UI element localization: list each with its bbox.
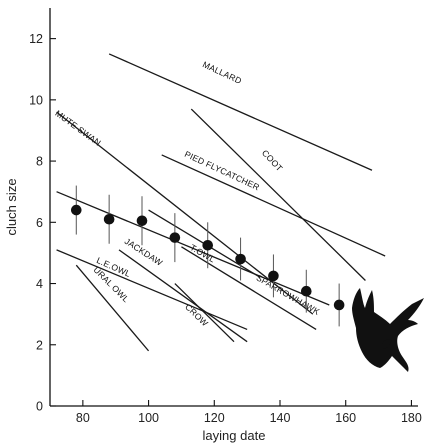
species-lines: [56, 53, 386, 352]
data-point: [136, 215, 148, 227]
x-tick-label: 120: [204, 411, 225, 425]
series-line-pied-flycatcher: [161, 154, 386, 257]
y-tick-label: 8: [36, 155, 43, 169]
series-line-ural-owl: [75, 264, 150, 352]
mean-points: [70, 204, 345, 311]
x-tick-label: 180: [401, 411, 422, 425]
y-tick-label: 2: [36, 338, 43, 352]
series-line-sparrowhawk: [181, 246, 317, 331]
line-label: COOT: [260, 148, 285, 174]
x-tick-label: 100: [138, 411, 159, 425]
data-point: [333, 299, 345, 311]
y-tick-label: 4: [36, 277, 43, 291]
line-label: JACKDAW: [123, 236, 165, 268]
line-label: MALLARD: [201, 59, 243, 86]
data-point: [300, 285, 312, 297]
series-line-l-e-owl: [56, 249, 248, 331]
y-tick-label: 6: [36, 216, 43, 230]
y-tick-label: 0: [36, 400, 43, 414]
x-tick-label: 80: [76, 411, 90, 425]
axes: 0 2 4 6 8 10 12 80 100 120 140 160 180: [29, 8, 422, 425]
x-tick-label: 160: [335, 411, 356, 425]
line-label: SPARROWHAWK: [255, 273, 322, 317]
series-line-mallard: [108, 53, 373, 171]
data-point: [268, 270, 279, 282]
series-line-coot: [190, 108, 366, 281]
y-axis-title: cluch size: [4, 178, 19, 235]
data-point: [202, 239, 214, 251]
data-point: [169, 232, 181, 243]
y-tick-label: 10: [29, 93, 43, 107]
series-line-jackdaw: [118, 249, 248, 343]
x-tick-label: 140: [270, 411, 291, 425]
bird-silhouette-icon: [352, 288, 424, 372]
series-line-crow: [174, 283, 235, 343]
data-point: [235, 253, 246, 265]
data-point: [103, 213, 115, 225]
x-axis-title: laying date: [203, 428, 266, 443]
line-label: MUTE SWAN: [53, 108, 103, 148]
data-point: [70, 204, 82, 216]
y-tick-label: 12: [29, 32, 43, 46]
series-line-overall-trend: [56, 191, 330, 306]
